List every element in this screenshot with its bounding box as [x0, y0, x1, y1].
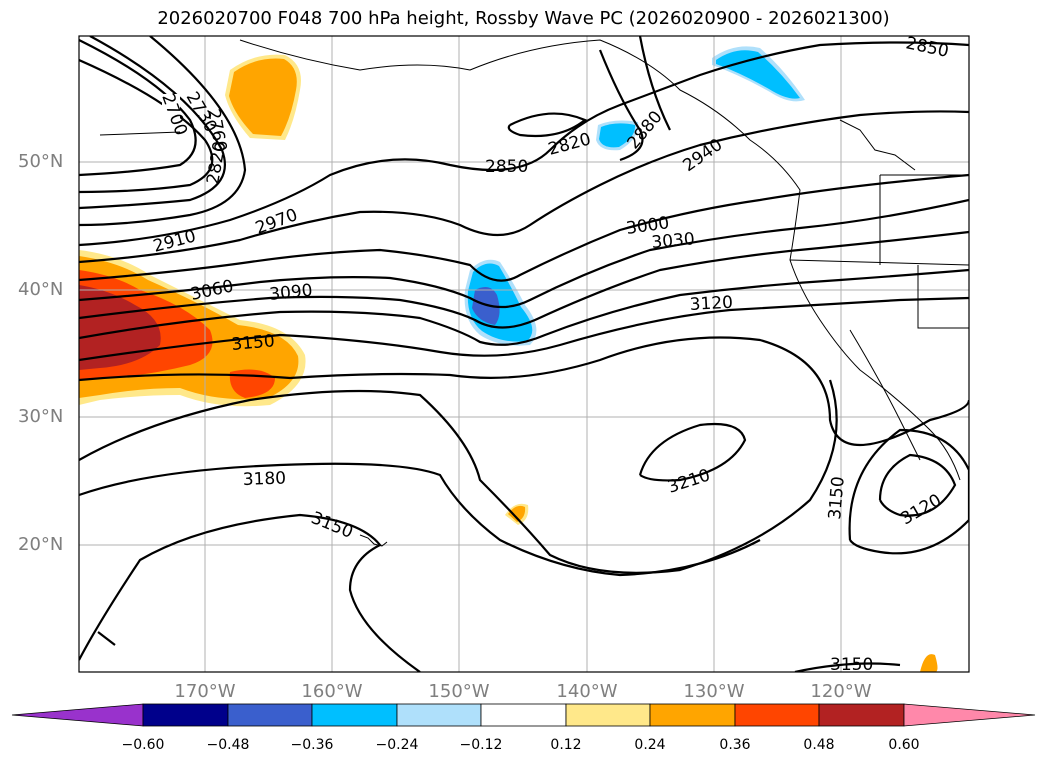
lat-label: 30°N [18, 406, 64, 427]
colorbar-segment [396, 703, 482, 727]
colorbar-segment [142, 703, 229, 727]
lon-label: 130°W [683, 681, 745, 702]
colorbar-segment [818, 703, 905, 727]
colorbar [11, 703, 1036, 727]
lat-label: 40°N [18, 279, 64, 300]
colorbar-segment [565, 703, 651, 727]
colorbar-segment [903, 703, 1036, 727]
graticule [79, 36, 969, 672]
colorbar-tick-label: −0.48 [206, 737, 250, 753]
contour-label: 3150 [231, 331, 276, 355]
contour-label: 3120 [689, 293, 733, 315]
colorbar-tick-label: −0.24 [375, 737, 419, 753]
contour-label: 3180 [242, 468, 286, 489]
colorbar-tick-label: 0.12 [550, 737, 582, 753]
colorbar-tick-label: −0.12 [459, 737, 503, 753]
colorbar-segment [227, 703, 313, 727]
lat-label: 20°N [18, 534, 64, 555]
height-contours [79, 36, 969, 672]
lon-label: 150°W [428, 681, 490, 702]
colorbar-tick-label: 0.24 [634, 737, 666, 753]
map-title: 2026020700 F048 700 hPa height, Rossby W… [157, 8, 890, 29]
colorbar-segment [11, 703, 144, 727]
lon-label: 160°W [301, 681, 363, 702]
contour-label: 3030 [651, 229, 696, 253]
colorbar-segment [734, 703, 820, 727]
colorbar-segment [480, 703, 567, 727]
lat-label: 50°N [18, 151, 64, 172]
colorbar-segment [649, 703, 736, 727]
coastlines [99, 39, 969, 547]
colorbar-tick-label: 0.48 [803, 737, 835, 753]
colorbar-tick-label: 0.60 [888, 737, 920, 753]
colorbar-tick-label: −0.36 [290, 737, 334, 753]
contour-label: 3150 [825, 476, 849, 521]
anomaly-shading [79, 46, 938, 672]
colorbar-tick-label: −0.60 [121, 737, 165, 753]
colorbar-segment [311, 703, 398, 727]
contour-label: 3150 [830, 655, 873, 675]
contour-label: 3090 [268, 281, 313, 305]
lon-label: 170°W [174, 681, 236, 702]
contour-label: 2850 [485, 157, 528, 177]
lon-label: 120°W [810, 681, 872, 702]
map-frame [78, 35, 970, 673]
colorbar-tick-label: 0.36 [719, 737, 751, 753]
lon-label: 140°W [556, 681, 618, 702]
